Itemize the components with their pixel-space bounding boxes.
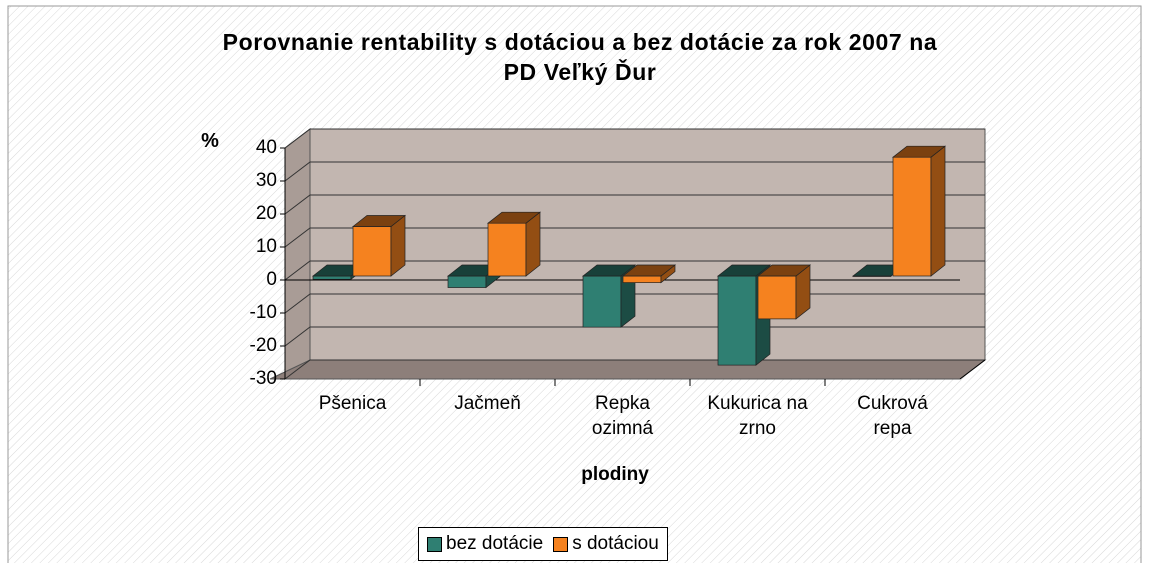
bar-front bbox=[717, 275, 757, 366]
x-axis-end bbox=[959, 359, 986, 380]
side-wall bbox=[284, 127, 311, 381]
bar-top bbox=[716, 264, 772, 277]
y-tick-label: 10 bbox=[256, 236, 277, 257]
x-tick-label: Cukrová repa bbox=[857, 393, 928, 439]
x-tick-label: Jačmeň bbox=[454, 393, 521, 414]
bar-front bbox=[447, 275, 487, 288]
legend-label: bez dotácie bbox=[446, 533, 544, 554]
grid-line bbox=[284, 194, 985, 215]
grid-line bbox=[284, 260, 985, 281]
y-tick-label: -30 bbox=[250, 368, 277, 389]
bar bbox=[756, 264, 812, 320]
bar-front bbox=[352, 226, 392, 277]
y-tick-label: -20 bbox=[250, 335, 277, 356]
grid-line bbox=[284, 227, 985, 248]
legend-item: s dotáciou bbox=[553, 533, 659, 555]
bar-front bbox=[757, 275, 797, 320]
bar-front bbox=[582, 275, 622, 328]
grid-line bbox=[284, 128, 985, 149]
bar-top bbox=[756, 264, 812, 277]
x-tick-label: Pšenica bbox=[318, 393, 387, 414]
legend-swatch bbox=[427, 536, 442, 552]
bar-top bbox=[581, 264, 637, 277]
x-axis-label: plodiny bbox=[581, 464, 649, 485]
bar-top bbox=[351, 215, 407, 227]
y-axis-label: % bbox=[201, 130, 219, 152]
bar-front bbox=[892, 156, 932, 277]
bar bbox=[486, 211, 542, 277]
legend-item: bez dotácie bbox=[427, 533, 543, 555]
bar-front bbox=[312, 275, 352, 280]
bar-front bbox=[487, 222, 527, 277]
legend-swatch bbox=[553, 536, 569, 552]
y-tick-label: 0 bbox=[266, 269, 277, 290]
x-tick-label: Kukurica na zrno bbox=[707, 393, 808, 439]
x-tick-label: Repka ozimná bbox=[591, 393, 654, 439]
bar bbox=[351, 214, 407, 277]
y-tick-label: 30 bbox=[256, 170, 277, 191]
bar bbox=[621, 264, 677, 284]
chart-title: Porovnanie rentability s dotáciou a bez … bbox=[222, 29, 938, 85]
floor bbox=[269, 359, 987, 380]
legend: bez dotácie s dotáciou bbox=[418, 527, 668, 561]
bar bbox=[891, 145, 947, 277]
grid-line bbox=[284, 161, 985, 182]
bar-top bbox=[486, 211, 542, 224]
legend-label: s dotáciou bbox=[572, 533, 659, 554]
bar-top bbox=[621, 264, 677, 277]
back-wall bbox=[309, 128, 986, 361]
y-tick-label: 20 bbox=[256, 203, 277, 224]
bar-side bbox=[930, 145, 946, 277]
y-tick-label: -10 bbox=[250, 302, 277, 323]
bar-front bbox=[622, 275, 662, 283]
bar-top bbox=[891, 145, 947, 158]
y-tick-label: 40 bbox=[256, 137, 277, 158]
